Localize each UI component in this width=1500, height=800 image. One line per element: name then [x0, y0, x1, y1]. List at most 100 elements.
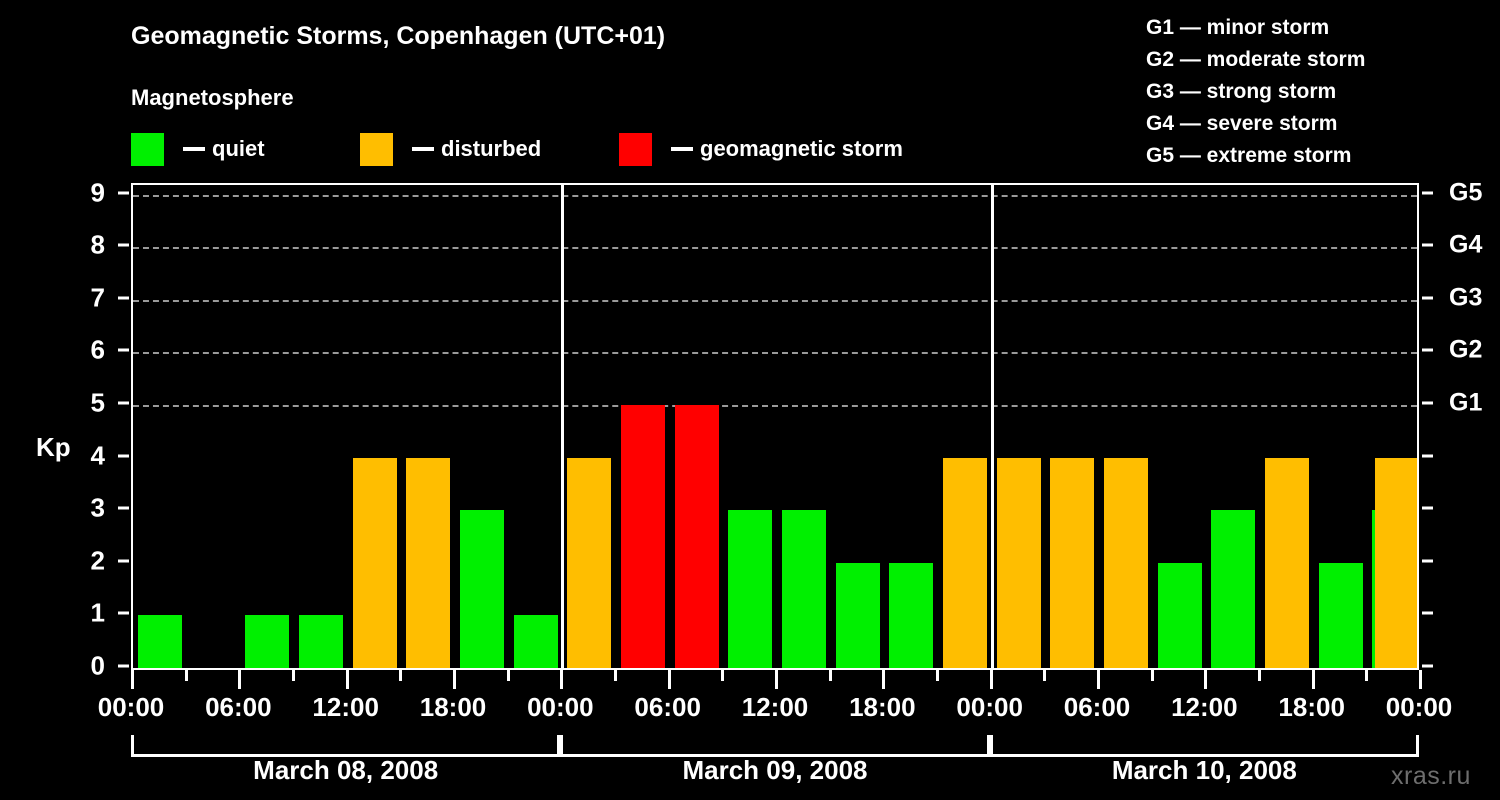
- x-minor-tick-21: [1258, 670, 1261, 681]
- bar: [620, 405, 665, 668]
- gscale-row-g1: G1 — minor storm: [1146, 16, 1330, 39]
- bar: [1157, 562, 1202, 668]
- x-tick-label-9: 06:00: [1063, 692, 1131, 722]
- x-tick-label-11: 18:00: [1278, 692, 1345, 722]
- y-tick-label-9: 9: [90, 177, 105, 208]
- bar: [137, 615, 182, 668]
- x-tick-label-5: 06:00: [634, 692, 701, 722]
- gridline-kp-9: [133, 194, 1417, 197]
- x-tick-label-3: 18:00: [419, 692, 487, 722]
- y-tick-mark-3: [118, 506, 129, 510]
- legend-dash-icon: [671, 147, 693, 151]
- x-tick-label-1: 06:00: [205, 692, 272, 722]
- x-tick-mark-6: [775, 670, 778, 689]
- y-tick-mark-5: [118, 401, 129, 405]
- x-tick-label-12: 00:00: [1385, 692, 1453, 722]
- x-tick-mark-2: [345, 670, 349, 689]
- y-tick-mark-0: [118, 664, 129, 668]
- legend-label-geomagnetic-storm: geomagnetic storm: [700, 136, 903, 161]
- x-tick-label-10: 12:00: [1171, 692, 1238, 722]
- y-tick-mark-6: [118, 348, 129, 352]
- y-tick-label-2: 2: [90, 545, 105, 576]
- legend-label-quiet: quiet: [212, 136, 265, 161]
- bar: [1103, 457, 1148, 668]
- x-tick-mark-5: [667, 670, 671, 689]
- x-minor-tick-9: [614, 670, 617, 681]
- legend-entry-geomagnetic-storm: geomagnetic storm: [619, 131, 903, 167]
- plot-area: [131, 183, 1419, 670]
- gscale-row-g2: G2 — moderate storm: [1146, 48, 1366, 71]
- day-separator-2: [990, 185, 994, 668]
- x-tick-label-7: 18:00: [849, 692, 916, 722]
- x-minor-tick-3: [292, 670, 295, 681]
- gscale-row-g4: G4 — severe storm: [1146, 112, 1338, 135]
- gscale-row-g5: G5 — extreme storm: [1146, 144, 1352, 167]
- day-bracket-3: [989, 735, 1419, 757]
- x-tick-mark-0: [131, 670, 134, 689]
- bar: [889, 562, 934, 668]
- watermark: xras.ru: [1391, 762, 1471, 790]
- y-tick-label-8: 8: [90, 229, 105, 260]
- x-tick-mark-10: [1204, 670, 1208, 689]
- y-tick-mark-2: [118, 559, 129, 563]
- y-tick-label-0: 0: [90, 650, 105, 681]
- gridline-kp-5: [133, 405, 1417, 407]
- g-tick-label-g2: G2: [1449, 335, 1483, 364]
- bar: [1375, 457, 1417, 668]
- x-tick-label-2: 12:00: [312, 692, 379, 722]
- bar: [352, 457, 397, 668]
- x-tick-mark-9: [1097, 670, 1100, 689]
- bar: [781, 510, 826, 668]
- legend-entry-quiet: quiet: [131, 131, 265, 167]
- g-tick-mark-g5: [1422, 191, 1433, 195]
- day-bracket-2: [560, 735, 990, 757]
- bar: [942, 457, 987, 668]
- g-tick-mark-g4: [1422, 243, 1433, 247]
- g-minor-tick-2: [1422, 559, 1433, 563]
- bar: [728, 510, 773, 668]
- x-tick-mark-8: [989, 670, 993, 689]
- x-tick-mark-4: [560, 670, 564, 689]
- y-tick-label-3: 3: [90, 492, 105, 523]
- bar: [245, 615, 290, 668]
- day-bracket-1: [131, 735, 561, 757]
- bar: [674, 405, 719, 668]
- x-tick-mark-1: [238, 670, 242, 689]
- x-tick-label-8: 00:00: [956, 692, 1023, 722]
- gridline-kp-6: [133, 352, 1417, 355]
- bar: [513, 615, 558, 668]
- y-tick-mark-9: [118, 191, 129, 195]
- g-minor-tick-1: [1422, 611, 1433, 615]
- y-tick-label-6: 6: [90, 334, 105, 365]
- y-tick-label-7: 7: [90, 282, 105, 313]
- g-tick-label-g5: G5: [1449, 178, 1483, 207]
- gridline-kp-7: [133, 299, 1417, 302]
- bar: [996, 457, 1041, 668]
- y-axis-title: Kp: [36, 432, 71, 462]
- legend-swatch-quiet: [131, 132, 164, 166]
- g-minor-tick-3: [1422, 506, 1433, 510]
- legend-label-disturbed: disturbed: [441, 136, 542, 161]
- x-tick-label-4: 00:00: [527, 692, 594, 722]
- x-tick-label-0: 00:00: [97, 692, 165, 722]
- gscale-row-g3: G3 — strong storm: [1146, 80, 1337, 103]
- bar: [835, 562, 880, 668]
- bar: [1264, 457, 1309, 668]
- legend-entry-disturbed: disturbed: [360, 131, 541, 167]
- x-tick-mark-11: [1311, 670, 1315, 689]
- g-tick-label-g3: G3: [1449, 283, 1483, 312]
- g-tick-mark-g3: [1422, 296, 1433, 300]
- x-minor-tick-19: [1150, 670, 1154, 681]
- x-tick-mark-7: [882, 670, 886, 689]
- g-minor-tick-4: [1422, 454, 1433, 458]
- legend-swatch-geomagnetic-storm: [619, 132, 652, 166]
- series-title: Magnetosphere: [131, 85, 294, 110]
- x-tick-label-6: 12:00: [741, 692, 809, 722]
- g-tick-label-g4: G4: [1449, 230, 1483, 259]
- day-label-1: March 08, 2008: [253, 755, 439, 785]
- legend-swatch-disturbed: [360, 132, 393, 166]
- day-label-3: March 10, 2008: [1111, 755, 1297, 785]
- x-minor-tick-23: [1365, 670, 1369, 681]
- bar: [1211, 510, 1256, 668]
- bar: [406, 457, 451, 668]
